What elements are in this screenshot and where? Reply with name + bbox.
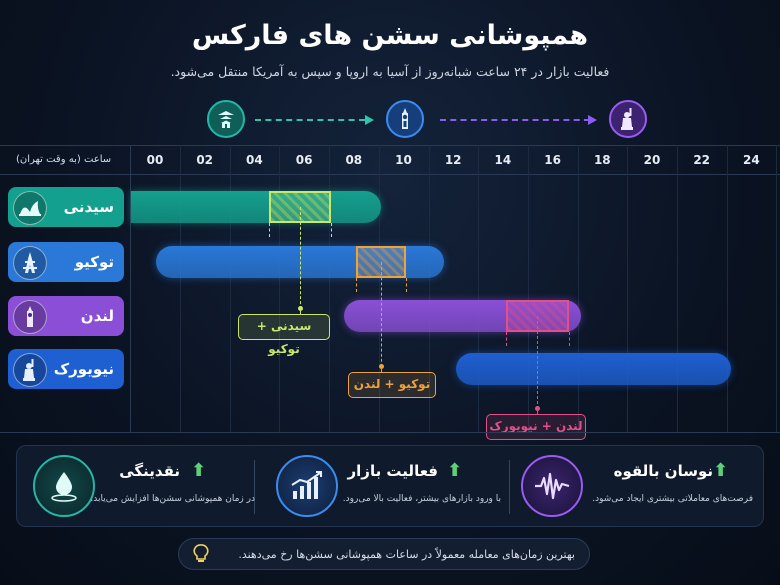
grid-line xyxy=(329,145,331,432)
session-label-2: لندن xyxy=(8,296,124,336)
big-ben-icon xyxy=(13,300,47,334)
overlap-sydney-tokyo-label: سیدنی + توکیو xyxy=(238,314,330,356)
session-bar xyxy=(456,353,731,385)
up-arrow-icon: ⬆ xyxy=(713,460,729,481)
pagoda-icon xyxy=(207,100,245,138)
overlap-connector-line xyxy=(381,262,382,372)
session-label-1: توکیو xyxy=(8,242,124,282)
time-tick-label: 24 xyxy=(743,153,760,167)
overlap-connector-dot xyxy=(535,406,541,411)
features-panel: ⬆ نوسان بالقوه فرصت‌های معاملاتی بیشتری … xyxy=(16,445,764,527)
grid-line xyxy=(279,145,281,432)
time-axis-label: ساعت (به وقت تهران) xyxy=(16,154,112,165)
time-tick-label: 00 xyxy=(146,153,164,167)
page-subtitle: فعالیت بازار در ۲۴ ساعت شبانه‌روز از آسی… xyxy=(170,64,610,79)
feature-title: نقدینگی xyxy=(119,462,180,480)
session-name: سیدنی xyxy=(63,198,114,216)
feature-divider xyxy=(509,460,510,514)
grid-line xyxy=(428,145,430,432)
overlap-tokyo-london-label: توکیو + لندن xyxy=(348,372,436,398)
grid-line xyxy=(527,145,529,432)
flow-arrowhead-1 xyxy=(365,115,374,125)
label-column-separator xyxy=(130,145,131,432)
grid-line xyxy=(677,145,678,432)
flow-arrow-1 xyxy=(255,119,365,121)
time-tick-label: 04 xyxy=(246,153,263,167)
feature-divider xyxy=(254,460,255,514)
grid-line xyxy=(726,145,728,432)
time-axis: ساعت (به وقت تهران) 00 02 04 06 08 10 12 14 16 18… xyxy=(0,145,780,175)
overlap-connector-line xyxy=(299,207,301,314)
feature-title: نوسان بالقوه xyxy=(613,462,713,480)
tip-text: بهترین زمان‌های معامله معمولاً در ساعات … xyxy=(238,548,575,561)
overlap-edge-line xyxy=(331,223,332,237)
grid-line xyxy=(577,145,579,432)
session-label-3: نیویورک xyxy=(8,349,124,389)
up-arrow-icon: ⬆ xyxy=(447,460,463,481)
statue-of-liberty-icon xyxy=(13,353,47,387)
overlap-edge-line xyxy=(506,332,507,346)
overlap-edge-line xyxy=(268,223,270,237)
overlap-edge-line xyxy=(356,278,357,292)
waveform-icon xyxy=(521,455,583,517)
session-name: لندن xyxy=(80,307,114,325)
overlap-connector-dot xyxy=(297,306,303,311)
water-drop-icon xyxy=(33,455,95,517)
bar-chart-icon xyxy=(276,455,338,517)
sydney-opera-house-icon xyxy=(13,191,47,225)
flow-arrow-2 xyxy=(440,119,590,121)
grid-line xyxy=(180,145,181,432)
session-name: توکیو xyxy=(74,253,114,271)
time-tick-label: 20 xyxy=(643,153,661,167)
time-tick-label: 22 xyxy=(693,153,711,167)
feature-description: با ورود بازارهای بیشتر، فعالیت بالا می‌ر… xyxy=(342,494,501,504)
feature-description: در زمان همپوشانی سشن‌ها افزایش می‌یابد. xyxy=(90,494,255,504)
grid-line xyxy=(378,145,380,432)
time-tick-label: 18 xyxy=(593,153,611,167)
grid-line xyxy=(627,145,629,432)
overlap-edge-line xyxy=(406,278,407,292)
flow-arrowhead-2 xyxy=(588,115,597,125)
overlap-london-newyork-label: لندن + نیویورک xyxy=(486,414,586,440)
big-ben-icon xyxy=(386,100,424,138)
statue-of-liberty-icon xyxy=(609,100,647,138)
session-bar xyxy=(131,191,381,223)
grid-line xyxy=(478,145,480,432)
time-tick-label: 14 xyxy=(494,153,512,167)
time-tick-label: 08 xyxy=(345,153,363,167)
grid-line xyxy=(229,145,231,432)
overlap-edge-line xyxy=(568,332,570,346)
grid-line xyxy=(776,145,778,432)
session-label-0: سیدنی xyxy=(8,187,124,227)
time-tick-label: 16 xyxy=(544,153,561,167)
time-tick-label: 06 xyxy=(295,153,313,167)
page-title: همپوشانی سشن های فارکس xyxy=(191,20,589,51)
up-arrow-icon: ⬆ xyxy=(191,460,207,481)
overlap-connector-line xyxy=(537,316,539,414)
time-tick-label: 02 xyxy=(196,153,214,167)
time-tick-label: 12 xyxy=(444,153,462,167)
tip-box: بهترین زمان‌های معامله معمولاً در ساعات … xyxy=(178,538,590,570)
feature-title: فعالیت بازار xyxy=(347,462,438,480)
lightbulb-icon xyxy=(191,544,211,564)
overlap-connector-dot xyxy=(379,364,384,369)
session-bar xyxy=(343,300,581,332)
feature-description: فرصت‌های معاملاتی بیشتری ایجاد می‌شود. xyxy=(592,494,753,504)
session-name: نیویورک xyxy=(53,360,114,378)
chart-bottom-divider xyxy=(0,432,780,433)
time-tick-label: 10 xyxy=(395,153,412,167)
tokyo-tower-icon xyxy=(13,246,47,280)
